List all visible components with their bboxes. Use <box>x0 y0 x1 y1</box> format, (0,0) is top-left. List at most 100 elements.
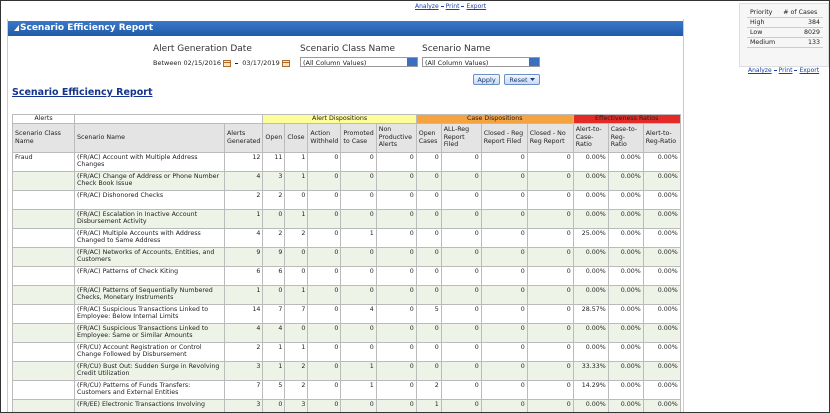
link[interactable]: Export <box>466 3 487 10</box>
link[interactable]: Print <box>445 3 460 10</box>
scenario-cell: (FR/AC) Suspicious Transactions Linked t… <box>74 322 225 343</box>
link[interactable]: Print <box>778 67 793 74</box>
value-cell: 0 <box>284 189 309 210</box>
value-cell: 0 <box>480 360 528 381</box>
value-cell: 0 <box>375 151 417 172</box>
value-cell: 3 <box>262 170 286 191</box>
value-cell: 2 <box>262 227 286 248</box>
value-cell: 0 <box>284 246 309 267</box>
value-cell: 14.29% <box>572 379 609 400</box>
value-cell: 0.00% <box>607 398 644 412</box>
side-links: Analyze Print Export <box>748 67 819 74</box>
reset-button[interactable]: Reset <box>504 74 540 85</box>
value-cell: 0 <box>375 322 417 343</box>
value-cell: 0 <box>375 284 417 305</box>
data-row: (FR/AC) Patterns of Sequentially Numbere… <box>12 284 681 305</box>
value-cell: 4 <box>340 303 377 324</box>
value-cell: 0 <box>307 208 342 229</box>
side-row: Medium 133 <box>747 37 823 48</box>
data-row: (FR/EE) Electronic Transactions Involvin… <box>12 398 681 412</box>
value-cell: 14 <box>223 303 264 324</box>
value-cell: 1 <box>340 360 377 381</box>
value-cell: 0 <box>480 398 528 412</box>
value-cell: 0 <box>440 284 482 305</box>
group-header: Alerts <box>12 114 75 124</box>
link[interactable]: Export <box>799 67 820 74</box>
dropdown[interactable]: (All Column Values) <box>300 57 418 67</box>
value-cell: 0 <box>340 246 377 267</box>
value-cell: 1 <box>284 208 309 229</box>
value-cell: 1 <box>262 341 286 362</box>
value-cell: 4 <box>223 227 264 248</box>
value-cell: 1 <box>284 341 309 362</box>
value-cell: 0 <box>340 208 377 229</box>
calendar-icon[interactable] <box>223 59 232 67</box>
value-cell: 0.00% <box>642 322 681 343</box>
data-row: (FR/AC) Suspicious Transactions Linked t… <box>12 303 681 324</box>
value-cell: 2 <box>284 360 309 381</box>
dropdown[interactable]: (All Column Values) <box>422 57 540 67</box>
value-cell: 0.00% <box>607 227 644 248</box>
class-cell <box>12 360 75 381</box>
value-cell: 0 <box>307 341 342 362</box>
data-row: (FR/AC) Multiple Accounts with Address C… <box>12 227 681 248</box>
value-cell: 0 <box>262 398 286 412</box>
value-cell: 1 <box>340 227 377 248</box>
date-from[interactable]: 02/15/2016 <box>183 59 221 67</box>
value-cell: 0 <box>307 379 342 400</box>
apply-button[interactable]: Apply <box>473 74 500 85</box>
value-cell: 0 <box>340 170 377 191</box>
separator <box>440 6 444 7</box>
scenario-cell: (FR/AC) Multiple Accounts with Address C… <box>74 227 225 248</box>
value-cell: 0 <box>284 322 309 343</box>
value-cell: 0 <box>480 189 528 210</box>
value-cell: 7 <box>262 303 286 324</box>
date-to[interactable]: 03/17/2019 <box>242 59 280 67</box>
side-header: # of Cases <box>780 8 823 18</box>
value-cell: 0.00% <box>572 189 609 210</box>
value-cell: 0.00% <box>572 246 609 267</box>
value-cell: 2 <box>223 189 264 210</box>
scenario-cell: (FR/AC) Networks of Accounts, Entities, … <box>74 246 225 267</box>
group-header-row: Alerts Alert Dispositions Case Disposition… <box>12 114 681 124</box>
column-header: Scenario Name <box>74 122 225 153</box>
scenario-cell: (FR/AC) Suspicious Transactions Linked t… <box>74 303 225 324</box>
value-cell: 0 <box>307 398 342 412</box>
link[interactable]: Analyze <box>415 3 439 10</box>
data-row: Fraud (FR/AC) Account with Multiple Addre… <box>12 151 681 172</box>
value-cell: 0.00% <box>607 284 644 305</box>
value-cell: 2 <box>223 341 264 362</box>
data-row: (FR/CU) Bust Out: Sudden Surge in Revolv… <box>12 360 681 381</box>
value-cell: 0 <box>480 341 528 362</box>
data-row: (FR/AC) Suspicious Transactions Linked t… <box>12 322 681 343</box>
value-cell: 0.00% <box>607 189 644 210</box>
value-cell: 0 <box>415 208 442 229</box>
value-cell: 0.00% <box>642 398 681 412</box>
separator <box>794 70 798 71</box>
value-cell: 0 <box>526 246 574 267</box>
value-cell: 0 <box>375 265 417 286</box>
scenario-cell: (FR/CU) Patterns of Funds Transfers: Cus… <box>74 379 225 400</box>
value-cell: 0.00% <box>642 170 681 191</box>
value-cell: 0 <box>262 208 286 229</box>
filter-label: Scenario Class Name <box>300 44 396 54</box>
report-title[interactable]: Scenario Efficiency Report <box>12 87 153 98</box>
value-cell: 0 <box>415 189 442 210</box>
class-cell <box>12 322 75 343</box>
value-cell: 0 <box>526 360 574 381</box>
link[interactable]: Analyze <box>748 67 772 74</box>
value-cell: 0 <box>526 322 574 343</box>
date-prefix: Between <box>153 59 182 67</box>
value-cell: 0 <box>340 151 377 172</box>
value-cell: 3 <box>223 360 264 381</box>
scenario-cell: (FR/CU) Bust Out: Sudden Surge in Revolv… <box>74 360 225 381</box>
value-cell: 1 <box>284 151 309 172</box>
group-header-blank <box>73 114 264 124</box>
collapse-icon[interactable] <box>14 24 19 31</box>
calendar-icon[interactable] <box>281 59 290 67</box>
value-cell: 0 <box>340 398 377 412</box>
value-cell: 0 <box>375 208 417 229</box>
class-cell <box>12 170 75 191</box>
value-cell: 0.00% <box>607 246 644 267</box>
value-cell: 0 <box>480 208 528 229</box>
